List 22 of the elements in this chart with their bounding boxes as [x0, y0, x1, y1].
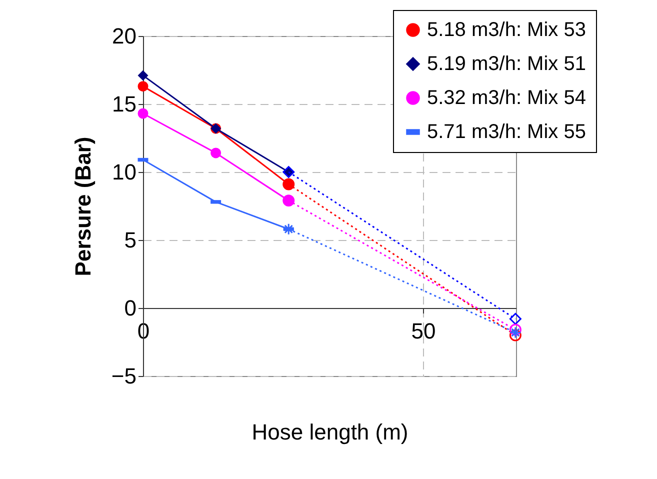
- legend-label: 5.19 m3/h: Mix 51: [427, 53, 586, 75]
- point: [138, 70, 148, 81]
- y-tick-label: 15: [112, 92, 136, 116]
- legend-label: 5.18 m3/h: Mix 53: [427, 19, 586, 41]
- y-tick-label: 10: [112, 160, 136, 184]
- point: [509, 326, 522, 338]
- y-tick-label: −5: [111, 364, 136, 388]
- legend-label: 5.32 m3/h: Mix 54: [427, 87, 586, 109]
- point: [282, 223, 295, 236]
- point: [509, 324, 522, 336]
- point: [509, 312, 522, 325]
- y-axis-title: Persure (Bar): [70, 136, 96, 276]
- y-tick-label: 0: [124, 296, 136, 320]
- y-tick-label: 5: [124, 228, 136, 252]
- point: [138, 81, 148, 92]
- point: [138, 108, 148, 119]
- point: [210, 148, 222, 158]
- y-tick-label: 20: [112, 24, 136, 48]
- legend-label: 5.71 m3/h: Mix 55: [427, 121, 586, 143]
- x-tick-label: 50: [411, 318, 436, 344]
- point: [509, 329, 522, 342]
- x-axis-title: Hose length (m): [252, 420, 408, 444]
